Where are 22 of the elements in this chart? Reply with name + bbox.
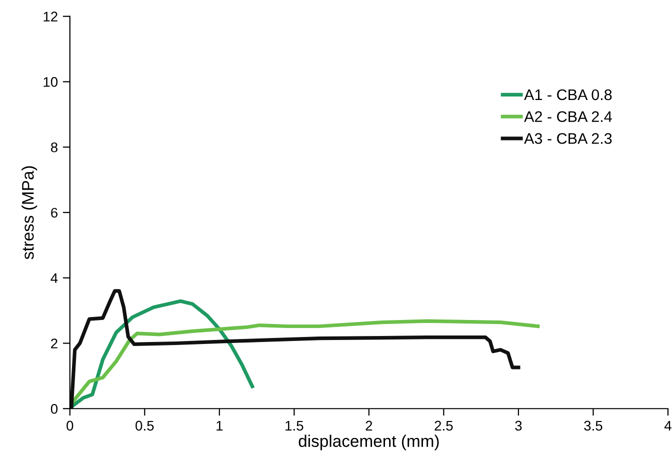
- legend-label: A2 - CBA 2.4: [524, 111, 612, 122]
- x-tick-label: 0.5: [136, 420, 154, 431]
- x-tick-label: 1: [216, 420, 223, 430]
- x-tick-label: 2.5: [434, 420, 453, 431]
- y-tick-label: 8: [50, 142, 58, 152]
- legend-label: A1 - CBA 0.8: [524, 89, 612, 100]
- line-series: [70, 289, 520, 409]
- y-tick-label: 0: [50, 404, 58, 414]
- x-tick-label: 4: [664, 420, 672, 430]
- x-tick-label: 1.5: [286, 420, 304, 431]
- x-tick-label: 3: [515, 420, 522, 431]
- y-tick-label: 4: [50, 273, 58, 283]
- y-axis-title: stress (MPa): [22, 166, 38, 260]
- y-tick-label: 2: [51, 338, 58, 348]
- legend-label: A3 - CBA 2.3: [524, 133, 612, 144]
- x-tick-label: 3.5: [584, 420, 602, 431]
- y-tick-label: 12: [44, 12, 58, 22]
- x-tick-label: 0: [66, 420, 74, 431]
- x-axis-title: displacement (mm): [298, 434, 439, 450]
- x-tick-label: 2: [366, 420, 372, 430]
- y-tick-label: 10: [44, 77, 58, 87]
- y-tick-label: 6: [51, 208, 58, 218]
